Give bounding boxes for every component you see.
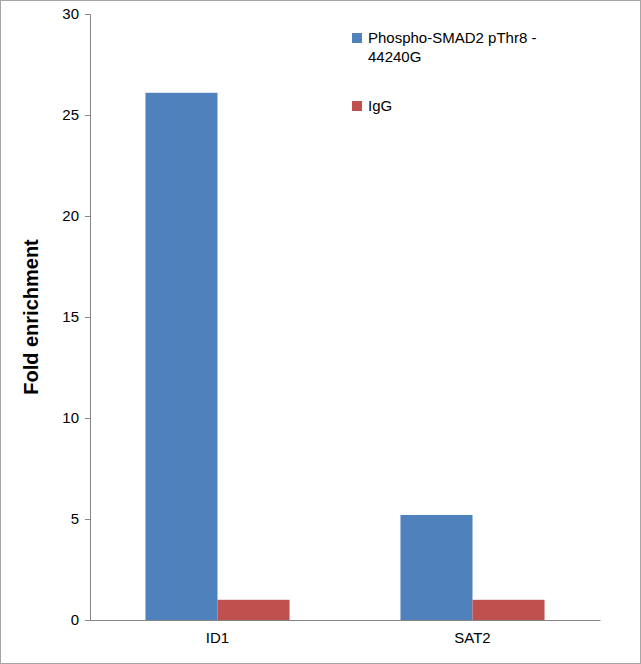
x-axis-line (91, 620, 601, 621)
x-tick-label: SAT2 (454, 629, 490, 646)
x-tick: SAT2 (454, 620, 490, 646)
chart: 0 5 10 15 20 25 30 ID1 SAT2 Fold enrichment Phosph… (0, 0, 641, 664)
y-axis: 0 5 10 15 20 25 30 (62, 5, 90, 628)
legend-swatch (352, 33, 362, 43)
y-tick-label: 30 (62, 5, 79, 22)
y-tick: 20 (62, 207, 90, 224)
y-tick-label: 20 (62, 207, 79, 224)
y-axis-line (85, 15, 91, 621)
bar (400, 515, 472, 620)
y-tick-mark (85, 115, 90, 116)
y-tick-mark (85, 216, 90, 217)
frame (1, 1, 641, 664)
bar (218, 600, 290, 620)
bar (145, 93, 217, 620)
y-tick: 25 (62, 106, 90, 123)
y-tick-label: 15 (62, 308, 79, 325)
legend-swatch (352, 101, 362, 111)
legend-label: IgG (368, 97, 392, 114)
y-tick-mark (85, 519, 90, 520)
y-tick: 10 (62, 409, 90, 426)
x-tick-label: ID1 (206, 629, 229, 646)
y-tick-mark (85, 418, 90, 419)
y-tick: 30 (62, 5, 90, 22)
y-tick-mark (85, 14, 90, 15)
bars (145, 93, 544, 620)
y-axis-title: Fold enrichment (20, 239, 42, 395)
y-tick-label: 25 (62, 106, 79, 123)
y-tick: 15 (62, 308, 90, 325)
y-tick-label: 0 (71, 611, 79, 628)
y-tick: 0 (71, 611, 90, 628)
legend: Phospho-SMAD2 pThr8 - 44240G IgG (352, 29, 541, 114)
bar (473, 600, 545, 620)
y-tick-mark (85, 620, 90, 621)
x-axis: ID1 SAT2 (91, 620, 601, 646)
y-tick-mark (85, 317, 90, 318)
x-tick: ID1 (206, 620, 229, 646)
y-tick-label: 5 (71, 510, 79, 527)
legend-label: Phospho-SMAD2 pThr8 - 44240G (368, 29, 541, 65)
y-tick: 5 (71, 510, 90, 527)
y-tick-label: 10 (62, 409, 79, 426)
